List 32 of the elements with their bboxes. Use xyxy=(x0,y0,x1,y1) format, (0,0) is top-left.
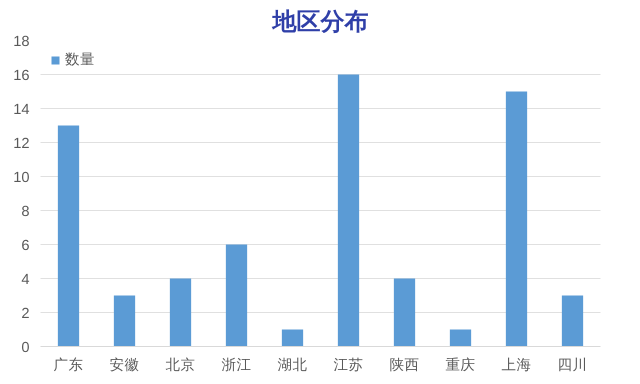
y-tick-label: 0 xyxy=(21,340,30,356)
y-tick-label: 12 xyxy=(13,136,30,152)
x-tick-label: 陕西 xyxy=(390,356,420,374)
x-tick-label: 北京 xyxy=(166,356,196,374)
y-tick-label: 10 xyxy=(13,170,30,186)
bar xyxy=(58,126,80,346)
bar xyxy=(338,74,360,346)
x-tick-label: 广东 xyxy=(54,356,84,374)
y-tick-label: 2 xyxy=(21,306,30,322)
x-tick-label: 上海 xyxy=(502,356,532,374)
bar xyxy=(562,296,584,346)
bar xyxy=(226,244,248,346)
y-tick-label: 14 xyxy=(13,102,30,118)
legend-label: 数量 xyxy=(65,51,95,69)
bar xyxy=(506,92,528,346)
x-tick-label: 湖北 xyxy=(278,356,308,374)
x-tick-label: 江苏 xyxy=(334,356,364,374)
x-tick-label: 重庆 xyxy=(446,356,476,374)
y-tick-label: 18 xyxy=(13,34,30,50)
y-tick-label: 16 xyxy=(13,68,30,84)
bar xyxy=(114,296,136,346)
chart-title: 地区分布 xyxy=(272,8,368,36)
x-tick-label: 四川 xyxy=(558,356,588,374)
x-tick-label: 浙江 xyxy=(222,356,252,374)
bar xyxy=(394,278,416,346)
y-tick-label: 8 xyxy=(21,204,30,220)
bar xyxy=(170,278,192,346)
bar xyxy=(282,330,304,346)
y-tick-label: 6 xyxy=(21,238,30,254)
y-tick-label: 4 xyxy=(21,272,30,288)
x-tick-label: 安徽 xyxy=(110,356,140,374)
bar xyxy=(450,330,472,346)
